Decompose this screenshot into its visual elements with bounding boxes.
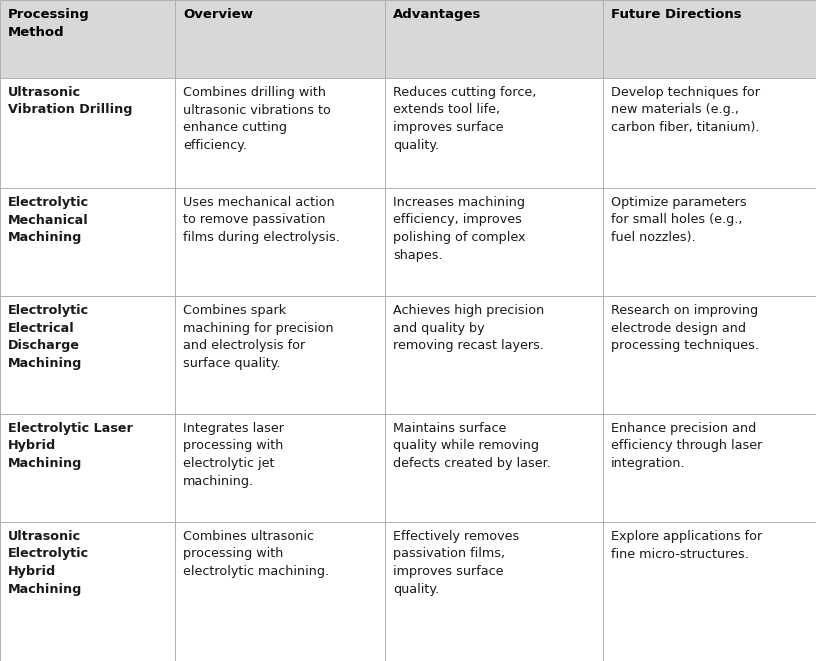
Text: Combines drilling with
ultrasonic vibrations to
enhance cutting
efficiency.: Combines drilling with ultrasonic vibrat… <box>183 86 330 151</box>
Text: Advantages: Advantages <box>393 8 481 21</box>
Bar <box>603 522 816 661</box>
Text: Uses mechanical action
to remove passivation
films during electrolysis.: Uses mechanical action to remove passiva… <box>183 196 340 244</box>
Text: Overview: Overview <box>183 8 253 21</box>
Text: Ultrasonic
Vibration Drilling: Ultrasonic Vibration Drilling <box>8 86 132 116</box>
Bar <box>0 414 175 522</box>
Bar <box>603 188 816 296</box>
Bar <box>175 188 385 296</box>
Bar <box>0 188 175 296</box>
Text: Integrates laser
processing with
electrolytic jet
machining.: Integrates laser processing with electro… <box>183 422 284 488</box>
Text: Electrolytic
Mechanical
Machining: Electrolytic Mechanical Machining <box>8 196 89 244</box>
Bar <box>603 78 816 188</box>
Text: Increases machining
efficiency, improves
polishing of complex
shapes.: Increases machining efficiency, improves… <box>393 196 526 262</box>
Bar <box>385 0 603 78</box>
Bar <box>0 296 175 414</box>
Text: Maintains surface
quality while removing
defects created by laser.: Maintains surface quality while removing… <box>393 422 551 470</box>
Text: Combines spark
machining for precision
and electrolysis for
surface quality.: Combines spark machining for precision a… <box>183 304 334 369</box>
Bar <box>175 296 385 414</box>
Bar <box>385 414 603 522</box>
Text: Achieves high precision
and quality by
removing recast layers.: Achieves high precision and quality by r… <box>393 304 544 352</box>
Text: Processing
Method: Processing Method <box>8 8 90 38</box>
Text: Combines ultrasonic
processing with
electrolytic machining.: Combines ultrasonic processing with elec… <box>183 530 329 578</box>
Bar <box>385 78 603 188</box>
Text: Explore applications for
fine micro-structures.: Explore applications for fine micro-stru… <box>611 530 762 561</box>
Bar <box>0 0 175 78</box>
Text: Future Directions: Future Directions <box>611 8 742 21</box>
Text: Research on improving
electrode design and
processing techniques.: Research on improving electrode design a… <box>611 304 759 352</box>
Bar <box>175 0 385 78</box>
Text: Electrolytic
Electrical
Discharge
Machining: Electrolytic Electrical Discharge Machin… <box>8 304 89 369</box>
Bar <box>175 522 385 661</box>
Bar <box>385 188 603 296</box>
Text: Develop techniques for
new materials (e.g.,
carbon fiber, titanium).: Develop techniques for new materials (e.… <box>611 86 760 134</box>
Bar <box>385 296 603 414</box>
Bar <box>0 78 175 188</box>
Text: Electrolytic Laser
Hybrid
Machining: Electrolytic Laser Hybrid Machining <box>8 422 133 470</box>
Bar <box>603 296 816 414</box>
Bar <box>385 522 603 661</box>
Text: Optimize parameters
for small holes (e.g.,
fuel nozzles).: Optimize parameters for small holes (e.g… <box>611 196 747 244</box>
Text: Reduces cutting force,
extends tool life,
improves surface
quality.: Reduces cutting force, extends tool life… <box>393 86 536 151</box>
Bar <box>603 414 816 522</box>
Text: Ultrasonic
Electrolytic
Hybrid
Machining: Ultrasonic Electrolytic Hybrid Machining <box>8 530 89 596</box>
Text: Enhance precision and
efficiency through laser
integration.: Enhance precision and efficiency through… <box>611 422 762 470</box>
Text: Effectively removes
passivation films,
improves surface
quality.: Effectively removes passivation films, i… <box>393 530 519 596</box>
Bar <box>175 414 385 522</box>
Bar <box>0 522 175 661</box>
Bar <box>603 0 816 78</box>
Bar <box>175 78 385 188</box>
